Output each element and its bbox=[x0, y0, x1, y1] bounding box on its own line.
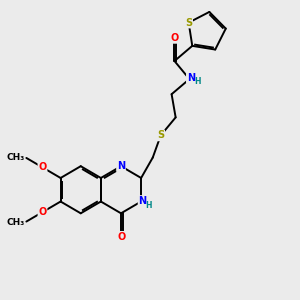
Text: H: H bbox=[194, 77, 200, 86]
Text: O: O bbox=[38, 162, 46, 172]
Text: O: O bbox=[118, 232, 126, 242]
Text: N: N bbox=[117, 161, 125, 171]
Text: N: N bbox=[187, 73, 195, 82]
Text: N: N bbox=[139, 196, 147, 206]
Text: CH₃: CH₃ bbox=[6, 218, 25, 226]
Text: O: O bbox=[171, 33, 179, 43]
Text: O: O bbox=[38, 207, 46, 217]
Text: CH₃: CH₃ bbox=[6, 153, 25, 162]
Text: S: S bbox=[185, 18, 192, 28]
Text: H: H bbox=[146, 201, 152, 210]
Text: S: S bbox=[157, 130, 164, 140]
